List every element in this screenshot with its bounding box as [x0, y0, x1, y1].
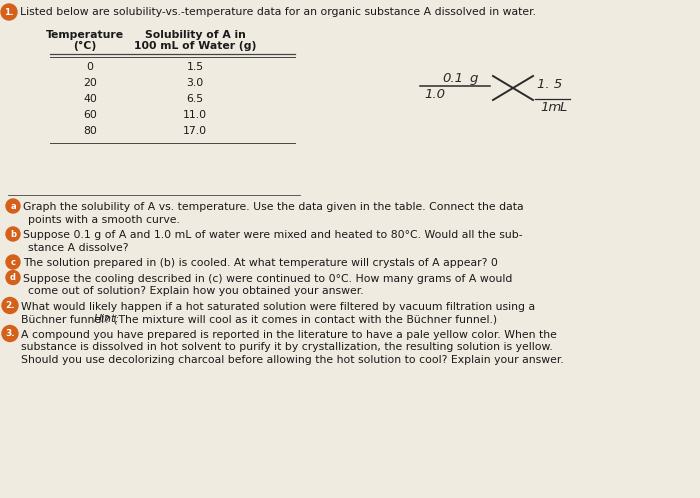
Text: 0.1: 0.1: [442, 72, 463, 85]
Text: 1m: 1m: [540, 101, 561, 114]
Text: b: b: [10, 230, 16, 239]
Text: 6.5: 6.5: [186, 94, 204, 104]
Text: substance is dissolved in hot solvent to purify it by crystallization, the resul: substance is dissolved in hot solvent to…: [21, 342, 553, 352]
Circle shape: [6, 199, 20, 213]
Text: Should you use decolorizing charcoal before allowing the hot solution to cool? E: Should you use decolorizing charcoal bef…: [21, 355, 564, 365]
Text: Temperature: Temperature: [46, 30, 124, 40]
Text: 1. 5: 1. 5: [537, 78, 562, 91]
Circle shape: [2, 297, 18, 314]
Text: Büchner funnel? (: Büchner funnel? (: [21, 314, 118, 324]
Text: a: a: [10, 202, 16, 211]
Text: c: c: [10, 257, 15, 266]
Text: come out of solution? Explain how you obtained your answer.: come out of solution? Explain how you ob…: [28, 286, 363, 296]
Text: stance A dissolve?: stance A dissolve?: [28, 243, 129, 252]
Text: 1.: 1.: [4, 7, 14, 16]
Text: Solubility of A in: Solubility of A in: [145, 30, 246, 40]
Text: 1.5: 1.5: [186, 62, 204, 72]
Text: 11.0: 11.0: [183, 110, 207, 120]
Circle shape: [2, 326, 18, 342]
Circle shape: [1, 4, 17, 20]
Text: L: L: [560, 101, 568, 114]
Text: Listed below are solubility-vs.-temperature data for an organic substance A diss: Listed below are solubility-vs.-temperat…: [20, 7, 536, 17]
Circle shape: [6, 255, 20, 269]
Text: Graph the solubility of A vs. temperature. Use the data given in the table. Conn: Graph the solubility of A vs. temperatur…: [23, 202, 524, 212]
Text: The solution prepared in (b) is cooled. At what temperature will crystals of A a: The solution prepared in (b) is cooled. …: [23, 258, 498, 268]
Text: 0: 0: [87, 62, 94, 72]
Text: 20: 20: [83, 78, 97, 88]
Text: Hint:: Hint:: [94, 314, 120, 324]
Text: Suppose 0.1 g of A and 1.0 mL of water were mixed and heated to 80°C. Would all : Suppose 0.1 g of A and 1.0 mL of water w…: [23, 230, 523, 240]
Text: 60: 60: [83, 110, 97, 120]
Text: What would likely happen if a hot saturated solution were filtered by vacuum fil: What would likely happen if a hot satura…: [21, 301, 535, 312]
Text: Suppose the cooling described in (c) were continued to 0°C. How many grams of A : Suppose the cooling described in (c) wer…: [23, 273, 512, 283]
Text: 2.: 2.: [5, 301, 15, 310]
Text: 100 mL of Water (g): 100 mL of Water (g): [134, 41, 256, 51]
Circle shape: [6, 227, 20, 241]
Text: 3.0: 3.0: [186, 78, 204, 88]
Text: 80: 80: [83, 126, 97, 136]
Text: 40: 40: [83, 94, 97, 104]
Text: g: g: [470, 72, 478, 85]
Text: A compound you have prepared is reported in the literature to have a pale yellow: A compound you have prepared is reported…: [21, 330, 557, 340]
Text: 17.0: 17.0: [183, 126, 207, 136]
Text: 3.: 3.: [5, 329, 15, 338]
Text: 1.0: 1.0: [424, 88, 445, 101]
Circle shape: [6, 270, 20, 284]
Text: (°C): (°C): [74, 41, 97, 51]
Text: points with a smooth curve.: points with a smooth curve.: [28, 215, 180, 225]
Text: The mixture will cool as it comes in contact with the Büchner funnel.): The mixture will cool as it comes in con…: [116, 314, 497, 324]
Text: d: d: [10, 273, 16, 282]
